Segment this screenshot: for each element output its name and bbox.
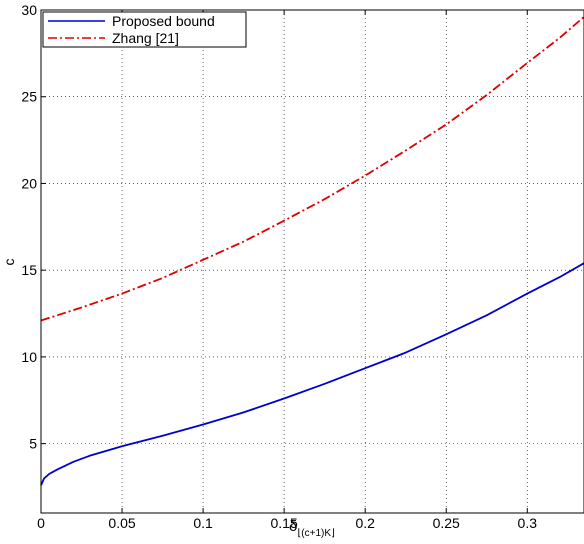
- tick-labels: 0 0.05 0.1 0.15 0.2 0.25 0.3 5 10 15 20 25 30: [21, 2, 537, 531]
- series-layer: [40, 16, 584, 486]
- x-axis-label: δ⌊(c+1)K⌋: [289, 518, 335, 539]
- x-tick-label: 0.05: [108, 515, 135, 531]
- x-tick-label: 0: [37, 515, 45, 531]
- series-line-1: [40, 16, 584, 322]
- y-tick-label: 10: [21, 349, 37, 365]
- legend-box: [42, 11, 247, 48]
- y-tick-label: 15: [21, 262, 37, 278]
- series-line-0: [40, 262, 584, 486]
- x-tick-label: 0.3: [518, 515, 538, 531]
- legend: Proposed bound Zhang [21]: [42, 11, 247, 48]
- plot-background: [41, 10, 584, 513]
- y-tick-label: 20: [21, 175, 37, 191]
- legend-label-zhang: Zhang [21]: [112, 30, 179, 46]
- legend-label-proposed-bound: Proposed bound: [112, 13, 215, 29]
- x-tick-label: 0.15: [271, 515, 298, 531]
- grid-lines: [41, 10, 584, 513]
- axes: [40, 9, 584, 514]
- x-tick-label: 0.2: [355, 515, 375, 531]
- y-tick-label: 30: [21, 2, 37, 18]
- x-tick-label: 0.1: [193, 515, 213, 531]
- axes-frame: [40, 9, 584, 514]
- y-axis-label: c: [1, 259, 17, 266]
- y-tick-label: 25: [21, 89, 37, 105]
- y-tick-label: 5: [29, 436, 37, 452]
- x-tick-label: 0.25: [433, 515, 460, 531]
